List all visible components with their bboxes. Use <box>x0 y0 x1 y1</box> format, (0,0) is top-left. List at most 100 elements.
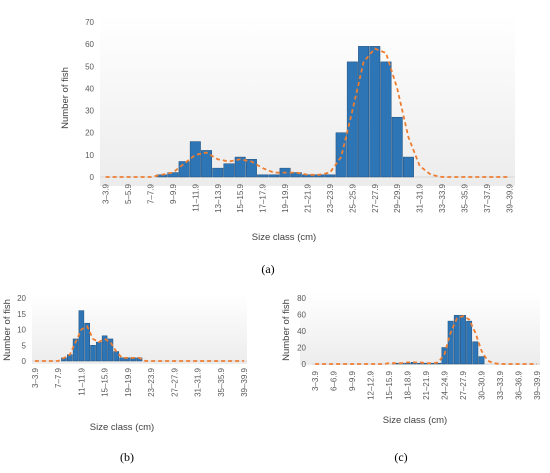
chart-b-xtick: 11–11.9 <box>77 367 86 395</box>
chart-c-xlabel: Size class (cm) <box>383 415 447 426</box>
chart-a-bar <box>234 156 246 178</box>
chart-c-xtick: 33–33.9 <box>496 370 505 399</box>
chart-c: Number of fish Size class (cm) (c) 0 20 40… <box>281 292 542 464</box>
chart-c-ytick: 80 <box>297 294 306 303</box>
chart-c-xtick: 36–36.9 <box>514 370 523 399</box>
chart-a-xtick: 17–17.9 <box>259 183 268 212</box>
chart-a-xtick: 15–15.9 <box>236 183 245 212</box>
chart-a-ylabel: Number of fish <box>60 67 71 129</box>
chart-b-bar <box>84 322 90 362</box>
chart-b-xtick: 19–19.9 <box>124 367 133 396</box>
chart-b-bar <box>90 345 96 362</box>
chart-a-xtick: 7–7.9 <box>147 183 156 204</box>
chart-a-bar <box>402 156 414 178</box>
chart-b-background <box>32 294 247 364</box>
chart-c-ytick: 40 <box>297 327 306 336</box>
chart-c-bar <box>460 315 466 365</box>
chart-a-ytick: 50 <box>85 62 94 71</box>
chart-a-xtick: 25–25.9 <box>348 183 357 212</box>
chart-c-background <box>300 292 540 365</box>
chart-c-xtick: 9–9.9 <box>348 370 357 391</box>
chart-b-xtick: 7–7.9 <box>54 367 63 388</box>
chart-a-xtick: 37–37.9 <box>483 183 492 212</box>
chart-c-xtick: 27–27.9 <box>459 370 468 399</box>
chart-c-bar <box>478 356 485 365</box>
chart-a-ytick: 20 <box>85 129 94 138</box>
chart-a-ytick: 10 <box>85 151 94 160</box>
chart-a-ytick: 60 <box>85 40 94 49</box>
chart-b-bar <box>107 338 114 362</box>
chart-b-ytick: 10 <box>17 326 26 335</box>
chart-a-xtick: 19–19.9 <box>281 183 290 212</box>
chart-a-bar <box>178 161 190 178</box>
chart-b-bar <box>119 357 125 362</box>
chart-b-bar <box>113 351 120 362</box>
chart-c-ytick: 0 <box>302 360 307 369</box>
chart-a-bar <box>335 132 347 178</box>
chart-c-xtick: 18–18.9 <box>404 370 413 399</box>
chart-b-ylabel: Number of fish <box>2 299 13 361</box>
chart-c-bar <box>472 341 479 365</box>
chart-a-bar <box>369 46 381 178</box>
chart-c-xtick: 3–3.9 <box>311 370 320 391</box>
chart-a-xlabel: Size class (cm) <box>252 232 316 243</box>
chart-b-xtick: 27–27.9 <box>170 367 179 396</box>
chart-c-ytick: 20 <box>297 344 306 353</box>
chart-c-ylabel: Number of fish <box>281 299 292 361</box>
chart-a-xtick: 39–39.9 <box>505 183 514 212</box>
chart-b-bar <box>78 310 85 362</box>
chart-a-bar <box>302 174 313 178</box>
chart-c-bar <box>466 320 473 365</box>
chart-a-bar <box>358 46 370 178</box>
chart-c-panel-label: (c) <box>394 450 407 464</box>
chart-a-xtick: 9–9.9 <box>169 183 178 204</box>
chart-c-xtick: 21–21.9 <box>422 370 431 399</box>
chart-c-xtick: 12–12.9 <box>367 370 376 399</box>
chart-b: Number of fish Size class (cm) (b) 0 5 10 1… <box>2 294 249 464</box>
chart-a-bar <box>268 174 280 178</box>
chart-b-ytick: 5 <box>22 341 27 350</box>
chart-b-xtick: 3–3.9 <box>31 367 40 388</box>
chart-a-xtick: 23–23.9 <box>326 183 335 212</box>
chart-a-bar <box>223 163 235 178</box>
chart-b-xtick: 35–35.9 <box>217 367 226 396</box>
chart-a-xtick: 11–11.9 <box>191 183 200 211</box>
chart-c-ytick: 60 <box>297 311 306 320</box>
chart-a-xtick: 31–31.9 <box>416 183 425 212</box>
chart-b-xtick: 31–31.9 <box>194 367 203 396</box>
chart-b-ytick: 0 <box>22 357 27 366</box>
chart-a-panel-label: (a) <box>261 262 274 276</box>
chart-a-bar <box>167 172 179 178</box>
chart-b-ytick: 15 <box>17 310 26 319</box>
chart-a-trend-line <box>105 47 510 178</box>
chart-a-bar <box>201 150 213 178</box>
chart-c-xtick: 39–39.9 <box>533 370 542 399</box>
chart-a-bar <box>245 159 257 178</box>
chart-a: Number of fish Size class (cm) (a) 0 10 20… <box>60 16 515 276</box>
chart-b-panel-label: (b) <box>120 450 134 464</box>
chart-a-bar <box>346 61 358 178</box>
chart-a-xtick: 5–5.9 <box>124 183 133 204</box>
chart-a-ytick: 70 <box>85 18 94 27</box>
chart-a-xtick: 33–33.9 <box>438 183 447 212</box>
chart-b-xtick: 23–23.9 <box>147 367 156 396</box>
chart-c-bar <box>453 315 460 365</box>
chart-b-bar <box>96 341 102 362</box>
chart-c-bar <box>441 347 448 365</box>
chart-a-bar <box>290 172 302 178</box>
chart-a-ytick: 40 <box>85 84 94 93</box>
chart-c-xtick: 24–24.9 <box>441 370 450 399</box>
chart-a-bar <box>189 141 201 178</box>
chart-c-bar <box>447 320 454 365</box>
chart-a-ytick: 0 <box>90 173 95 182</box>
chart-c-xtick: 6–6.9 <box>330 370 339 391</box>
chart-a-background <box>100 16 515 186</box>
chart-b-bar <box>72 338 79 362</box>
chart-c-xtick: 30–30.9 <box>478 370 487 399</box>
chart-a-ytick: 30 <box>85 107 94 116</box>
chart-b-xlabel: Size class (cm) <box>90 422 154 433</box>
chart-a-xtick: 27–27.9 <box>371 183 380 212</box>
chart-b-trend-line <box>34 325 245 362</box>
chart-a-bar <box>212 167 224 178</box>
chart-c-xtick: 15–15.9 <box>385 370 394 399</box>
